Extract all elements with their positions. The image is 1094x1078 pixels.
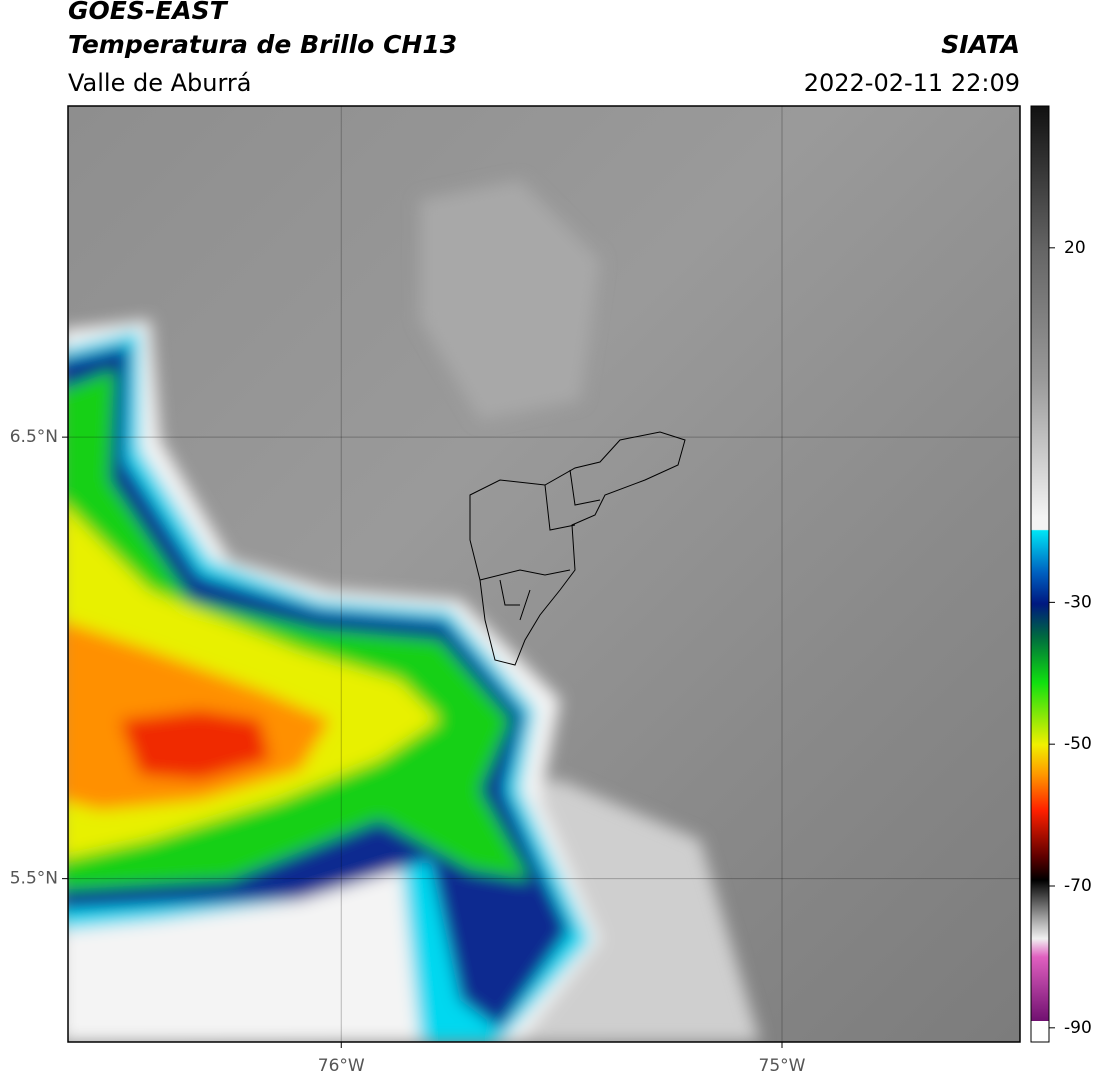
datetime: 2022-02-11 22:09 <box>804 69 1020 97</box>
lat-tick-label: 5.5°N <box>10 869 58 889</box>
colorbar-frame <box>1030 105 1050 1043</box>
colorbar <box>1031 106 1049 1021</box>
lat-tick-label: 6.5°N <box>10 427 58 447</box>
source: SIATA <box>941 30 1020 59</box>
subtitle: Temperatura de Brillo CH13 <box>68 30 457 59</box>
colorbar-tick-label: -70 <box>1064 876 1092 896</box>
colorbar-tick-label: -90 <box>1064 1018 1092 1038</box>
lon-tick-label: 75°W <box>759 1056 806 1076</box>
colorbar-tick-label: -30 <box>1064 592 1092 612</box>
title: GOES-EAST <box>68 0 229 25</box>
map-frame <box>67 105 1021 1043</box>
valley-boundary <box>469 431 686 666</box>
region: Valle de Aburrá <box>68 69 252 97</box>
lon-tick-label: 76°W <box>318 1056 365 1076</box>
colorbar-tick-label: 20 <box>1064 238 1086 258</box>
colorbar-tick-label: -50 <box>1064 734 1092 754</box>
imagery <box>68 106 1020 1042</box>
colorbar-under <box>1031 1021 1049 1042</box>
